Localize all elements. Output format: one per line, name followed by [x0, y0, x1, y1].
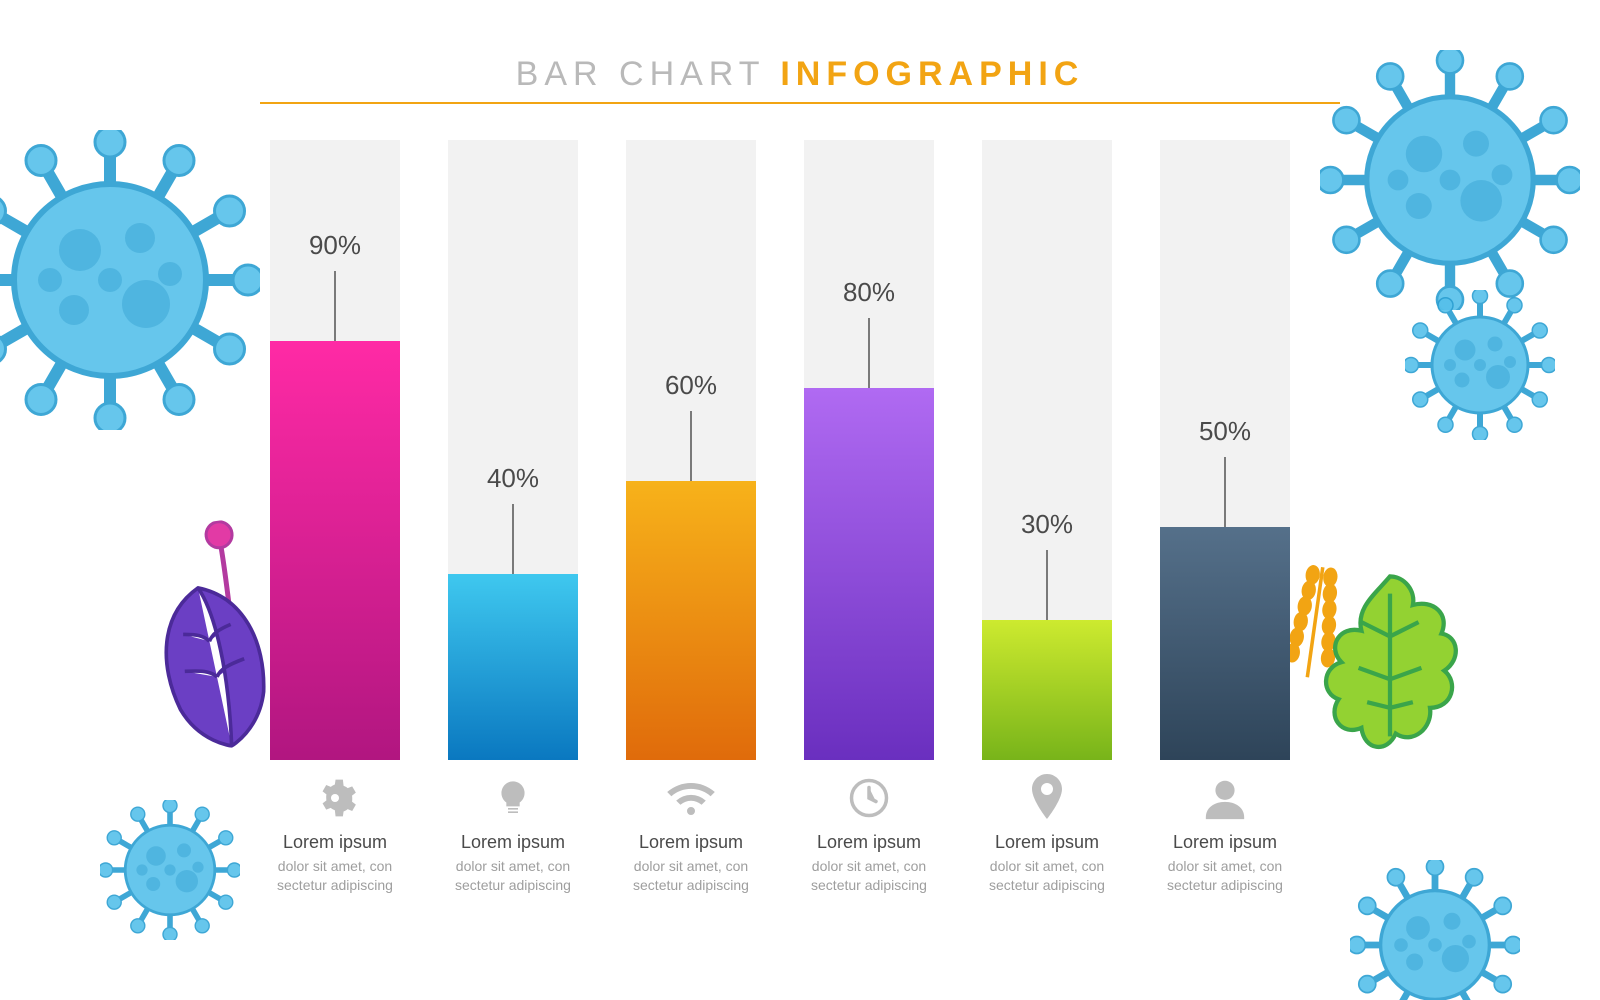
user-icon — [1160, 770, 1290, 826]
bar-tick — [868, 318, 870, 388]
caption-title: Lorem ipsum — [804, 832, 934, 853]
bar-value-label: 40% — [487, 463, 539, 494]
gear-icon — [270, 770, 400, 826]
bar-caption: Lorem ipsum dolor sit amet, con sectetur… — [626, 770, 756, 895]
bar-value-label: 90% — [309, 230, 361, 261]
bar-column: 30% — [982, 140, 1112, 760]
caption-title: Lorem ipsum — [448, 832, 578, 853]
caption-title: Lorem ipsum — [1160, 832, 1290, 853]
caption-title: Lorem ipsum — [982, 832, 1112, 853]
bar-captions-row: Lorem ipsum dolor sit amet, con sectetur… — [270, 770, 1290, 895]
bar-fill — [804, 388, 934, 760]
bar-column: 90% — [270, 140, 400, 760]
bar-fill — [448, 574, 578, 760]
bar-value-label: 80% — [843, 277, 895, 308]
bar-caption: Lorem ipsum dolor sit amet, con sectetur… — [1160, 770, 1290, 895]
bar-column: 50% — [1160, 140, 1290, 760]
caption-title: Lorem ipsum — [270, 832, 400, 853]
bar-column: 60% — [626, 140, 756, 760]
caption-subtitle: dolor sit amet, con sectetur adipiscing — [270, 857, 400, 895]
bar-fill — [982, 620, 1112, 760]
bar-caption: Lorem ipsum dolor sit amet, con sectetur… — [804, 770, 934, 895]
bar-caption: Lorem ipsum dolor sit amet, con sectetur… — [982, 770, 1112, 895]
caption-subtitle: dolor sit amet, con sectetur adipiscing — [982, 857, 1112, 895]
virus-icon — [1350, 860, 1520, 1000]
title-part-b: INFOGRAPHIC — [780, 55, 1084, 93]
virus-icon — [1320, 50, 1580, 315]
bar-tick — [512, 504, 514, 574]
bar-column: 80% — [804, 140, 934, 760]
caption-subtitle: dolor sit amet, con sectetur adipiscing — [804, 857, 934, 895]
pin-icon — [982, 770, 1112, 826]
wifi-icon — [626, 770, 756, 826]
title-underline — [260, 102, 1340, 104]
clock-icon — [804, 770, 934, 826]
virus-icon — [0, 130, 260, 435]
virus-icon — [1405, 290, 1555, 445]
bar-fill — [626, 481, 756, 760]
bar-value-label: 60% — [665, 370, 717, 401]
bar-chart: 90% 40% 60% 80% 30% 50% — [270, 140, 1290, 760]
virus-icon — [100, 800, 240, 945]
bar-caption: Lorem ipsum dolor sit amet, con sectetur… — [270, 770, 400, 895]
title-part-a: BAR CHART — [516, 55, 781, 93]
bar-value-label: 50% — [1199, 416, 1251, 447]
bar-tick — [334, 271, 336, 341]
bar-tick — [690, 411, 692, 481]
bar-column: 40% — [448, 140, 578, 760]
chart-title: BAR CHART INFOGRAPHIC — [260, 55, 1340, 104]
bar-tick — [1224, 457, 1226, 527]
bar-fill — [270, 341, 400, 760]
caption-subtitle: dolor sit amet, con sectetur adipiscing — [1160, 857, 1290, 895]
bar-value-label: 30% — [1021, 509, 1073, 540]
bar-tick — [1046, 550, 1048, 620]
caption-title: Lorem ipsum — [626, 832, 756, 853]
caption-subtitle: dolor sit amet, con sectetur adipiscing — [448, 857, 578, 895]
bar-caption: Lorem ipsum dolor sit amet, con sectetur… — [448, 770, 578, 895]
caption-subtitle: dolor sit amet, con sectetur adipiscing — [626, 857, 756, 895]
bar-fill — [1160, 527, 1290, 760]
bulb-icon — [448, 770, 578, 826]
